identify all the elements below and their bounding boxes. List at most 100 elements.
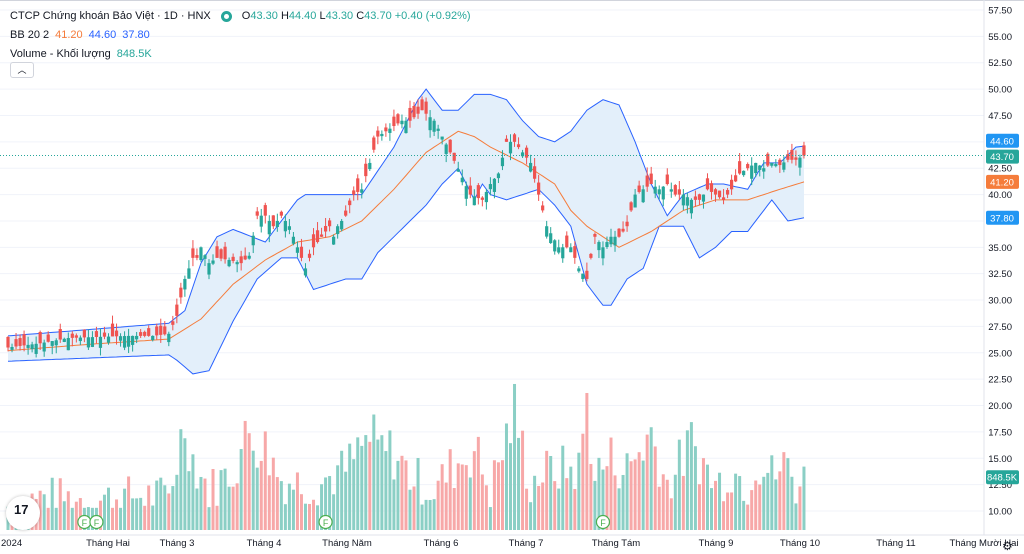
candle-body <box>223 246 227 260</box>
volume-bar <box>171 486 175 530</box>
volume-bar <box>316 505 320 530</box>
candle-body <box>657 189 661 195</box>
volume-bar <box>701 458 705 530</box>
candle-body <box>139 332 143 336</box>
candle-body <box>633 194 637 208</box>
bb-legend[interactable]: BB 20 2 41.20 44.60 37.80 <box>10 26 471 45</box>
volume-bar <box>320 484 324 530</box>
candle-body <box>243 255 247 260</box>
volume-bar <box>774 479 778 530</box>
candle-body <box>62 338 66 342</box>
volume-bar <box>175 474 179 530</box>
candle-body <box>219 249 223 259</box>
candle-body <box>573 246 577 258</box>
volume-bar <box>203 478 207 530</box>
candle-body <box>319 234 324 237</box>
volume-bar <box>50 477 54 530</box>
volume-bar <box>689 422 693 530</box>
volume-bar <box>553 481 557 530</box>
candles <box>6 96 806 358</box>
volume-bar <box>714 480 718 530</box>
candle-body <box>725 190 730 195</box>
price-tick-label: 20.00 <box>988 401 1012 412</box>
volume-bar <box>98 500 102 530</box>
volume-bar <box>597 457 601 530</box>
candle-body <box>689 199 693 214</box>
volume-bar <box>127 476 131 530</box>
candle-body <box>143 331 147 336</box>
volume-legend[interactable]: Volume - Khối lượng 848.5K <box>10 45 471 64</box>
volume-bar <box>456 463 460 530</box>
candle-body <box>98 336 103 348</box>
volume-bar <box>115 499 119 530</box>
volume-bar <box>46 507 50 530</box>
candle-body <box>665 174 669 185</box>
volume-bar <box>778 471 782 530</box>
volume-bar <box>66 491 70 530</box>
volume-bar <box>251 450 255 530</box>
collapse-legend-button[interactable]: ︿ <box>10 62 34 78</box>
price-tick-label: 27.50 <box>988 322 1012 333</box>
volume-bar <box>247 433 251 530</box>
volume-bar <box>38 490 42 530</box>
volume-bar <box>167 493 171 530</box>
candle-body <box>621 228 625 232</box>
candle-body <box>110 323 115 337</box>
candle-body <box>500 157 505 167</box>
volume-bar <box>356 437 360 530</box>
candle-body <box>336 226 340 235</box>
candle-body <box>18 338 22 346</box>
candle-body <box>661 186 665 200</box>
gear-icon[interactable]: ⚙ <box>1002 539 1013 553</box>
tradingview-logo[interactable] <box>6 496 40 530</box>
volume-bar <box>239 449 243 530</box>
bollinger-band-fill <box>8 89 804 374</box>
volume-bar <box>480 474 484 530</box>
volume-bar <box>207 507 211 530</box>
candle-body <box>709 183 714 192</box>
volume-bar <box>70 507 74 530</box>
candle-body <box>303 268 308 276</box>
bb-basis-tag: 41.20 <box>990 177 1014 188</box>
candle-body <box>412 105 416 118</box>
candle-body <box>565 235 569 248</box>
volume-bar <box>504 423 508 530</box>
volume-bar <box>62 501 66 530</box>
volume-bar <box>464 465 468 530</box>
volume-bar <box>400 455 404 530</box>
volume-bar <box>545 450 549 530</box>
candle-body <box>512 134 517 142</box>
candle-body <box>488 184 492 190</box>
price-tick-label: 47.50 <box>988 111 1012 122</box>
candle-body <box>247 255 251 259</box>
volume-bar <box>802 466 806 530</box>
volume-bar <box>549 455 553 530</box>
candle-body <box>364 163 368 177</box>
price-axis: 57.5055.0052.5050.0047.5045.0042.5040.00… <box>983 0 1019 535</box>
volume-bar <box>653 446 657 530</box>
candle-body <box>396 114 400 124</box>
volume-bar <box>641 460 645 530</box>
volume-bar <box>235 483 239 530</box>
candle-body <box>376 130 380 137</box>
volume-bar <box>332 494 336 530</box>
candle-body <box>251 235 255 246</box>
legend: CTCP Chứng khoán Bảo Việt · 1D · HNX O43… <box>10 7 471 64</box>
volume-value: 848.5K <box>116 48 152 60</box>
bb-lower-tag: 37.80 <box>990 213 1014 224</box>
volume-bar <box>565 478 569 530</box>
volume-bar <box>259 460 263 530</box>
price-tick-label: 10.00 <box>988 507 1012 518</box>
candle-body <box>750 165 754 179</box>
symbol-title[interactable]: CTCP Chứng khoán Bảo Việt · 1D · HNX <box>10 10 211 22</box>
candle-body <box>131 335 135 345</box>
candle-body <box>179 287 183 298</box>
candle-body <box>135 335 139 340</box>
candle-body <box>147 328 151 336</box>
volume-bar <box>661 474 665 530</box>
volume-bar <box>360 445 364 530</box>
candle-body <box>356 178 360 192</box>
candle-body <box>207 263 211 275</box>
volume-bar <box>589 463 593 530</box>
